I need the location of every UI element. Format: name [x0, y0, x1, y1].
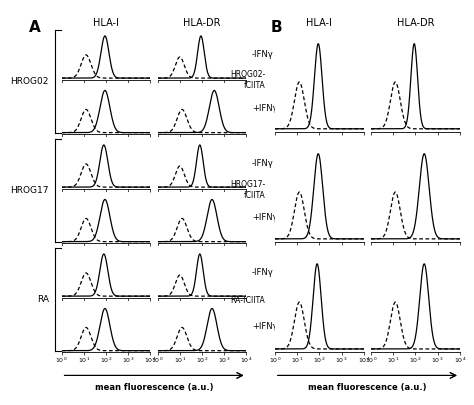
Text: RA-fCIITA: RA-fCIITA [231, 296, 265, 305]
Text: +IFNγ: +IFNγ [252, 322, 277, 331]
Title: HLA-DR: HLA-DR [397, 17, 434, 28]
Text: B: B [270, 20, 282, 35]
Title: HLA-DR: HLA-DR [183, 17, 221, 28]
Text: mean fluorescence (a.u.): mean fluorescence (a.u.) [308, 383, 427, 392]
Text: +IFNγ: +IFNγ [252, 213, 277, 222]
Title: HLA-I: HLA-I [306, 17, 332, 28]
Text: -IFNγ: -IFNγ [252, 268, 273, 277]
Text: -IFNγ: -IFNγ [252, 159, 273, 168]
Text: HROG17: HROG17 [10, 186, 49, 195]
Text: A: A [28, 20, 40, 35]
Text: mean fluorescence (a.u.): mean fluorescence (a.u.) [95, 383, 213, 392]
Text: -IFNγ: -IFNγ [252, 49, 273, 59]
Text: HROG02-
fCIITA: HROG02- fCIITA [230, 70, 265, 90]
Title: HLA-I: HLA-I [93, 17, 119, 28]
Text: HROG17-
fCIITA: HROG17- fCIITA [230, 180, 265, 200]
Text: RA: RA [37, 295, 49, 304]
Text: +IFNγ: +IFNγ [252, 104, 277, 113]
Text: HROG02: HROG02 [10, 77, 49, 86]
